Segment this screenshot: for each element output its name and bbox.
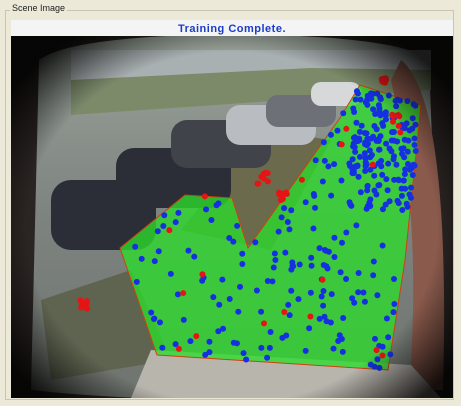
group-label: Scene Image <box>10 3 67 13</box>
vignette <box>11 20 453 398</box>
page: {"window": {"group_label": "Scene Image"… <box>0 0 461 406</box>
status-title: Training Complete. <box>178 23 286 35</box>
scene-image: Training Complete. <box>11 20 453 398</box>
